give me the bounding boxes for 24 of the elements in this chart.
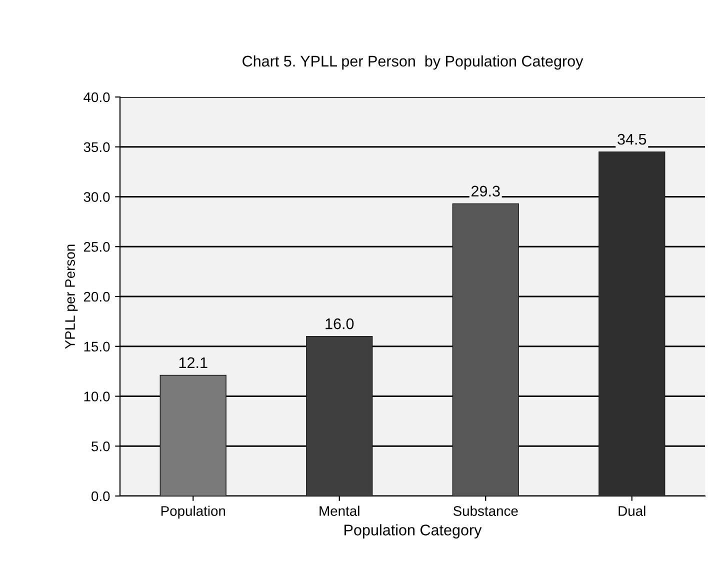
y-tick-label: 35.0 xyxy=(84,142,110,152)
y-axis-title: YPLL per Person xyxy=(65,244,78,349)
bar xyxy=(452,203,519,496)
y-tick-label: 5.0 xyxy=(92,441,110,452)
y-tick-label: 20.0 xyxy=(84,292,110,302)
y-tick-label: 0.0 xyxy=(92,491,110,502)
x-tick-label: Dual xyxy=(618,506,646,516)
bar xyxy=(306,336,373,496)
bar xyxy=(598,151,666,496)
data-label: 16.0 xyxy=(326,318,354,330)
x-tick-label: Population xyxy=(161,506,226,519)
y-tick-label: 40.0 xyxy=(84,92,110,102)
y-tick-label: 30.0 xyxy=(84,192,110,202)
data-label: 12.1 xyxy=(179,357,208,368)
y-tick-label: 10.0 xyxy=(84,392,110,402)
x-tick-label: Substance xyxy=(453,506,518,516)
x-tick-label: Mental xyxy=(320,506,360,516)
data-label: 34.5 xyxy=(618,134,646,145)
data-label: 29.3 xyxy=(472,186,500,197)
bar xyxy=(160,374,226,496)
y-tick-label: 15.0 xyxy=(84,342,110,352)
y-tick-label: 25.0 xyxy=(84,242,110,252)
x-axis-title: Population Category xyxy=(344,524,482,538)
chart-title: Chart 5. YPLL per Person by Population Categroy xyxy=(242,55,584,70)
